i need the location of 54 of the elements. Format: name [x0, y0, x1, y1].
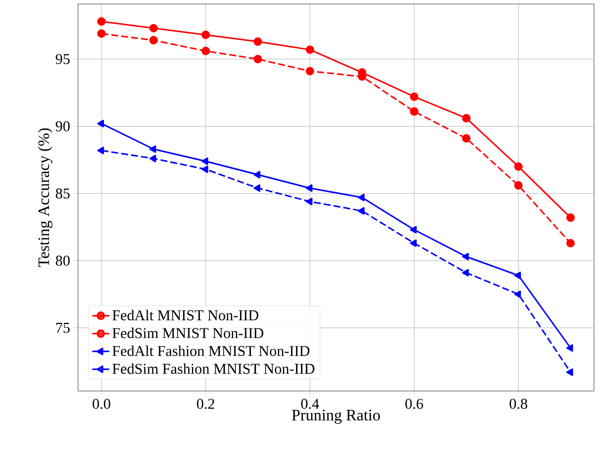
point: [254, 54, 262, 64]
point: [306, 198, 312, 206]
point: [566, 344, 574, 352]
point: [358, 194, 365, 202]
point: [410, 107, 418, 116]
point: [514, 290, 521, 298]
legend-label: FedAlt Fashion MNIST Non-IID: [112, 346, 310, 356]
point: [306, 66, 314, 76]
y-tick-label: 75: [56, 322, 70, 333]
point: [410, 239, 417, 247]
point: [97, 146, 104, 154]
point: [201, 30, 210, 40]
legend-label: FedSim MNIST Non-IID: [112, 328, 264, 338]
x-tick-label: 0.6: [405, 398, 424, 409]
point: [462, 114, 471, 122]
point: [254, 170, 260, 178]
point: [566, 213, 575, 222]
point: [201, 46, 210, 56]
point: [97, 120, 104, 128]
x-tick-label: 0.2: [196, 398, 214, 409]
point: [410, 92, 418, 101]
point: [201, 166, 208, 174]
point: [254, 184, 260, 192]
point: [514, 162, 523, 171]
y-tick-label: 90: [56, 121, 70, 132]
legend-label: FedSim Fashion MNIST Non-IID: [112, 363, 314, 374]
point: [254, 37, 262, 46]
point: [306, 184, 312, 192]
point: [462, 134, 471, 143]
y-tick-label: 80: [56, 256, 70, 266]
point: [462, 268, 469, 277]
point: [566, 238, 575, 248]
point: [306, 45, 314, 54]
point: [149, 154, 156, 162]
point: [97, 29, 106, 38]
y-axis-title: Testing Accuracy (%): [38, 128, 52, 268]
point: [566, 368, 574, 376]
x-axis-title: Pruning Ratio: [292, 410, 380, 424]
x-tick-label: 0.0: [92, 398, 110, 409]
point: [514, 181, 523, 190]
point: [462, 252, 469, 260]
point: [201, 157, 208, 165]
point: [410, 226, 417, 234]
y-tick-label: 85: [56, 188, 70, 199]
y-tick-label: 95: [56, 54, 70, 64]
point: [514, 272, 521, 280]
point: [358, 207, 365, 215]
point: [97, 17, 106, 26]
legend-label: FedAlt MNIST Non-IID: [112, 310, 258, 320]
x-tick-label: 0.4: [301, 398, 320, 409]
x-tick-label: 0.8: [510, 398, 528, 409]
point: [149, 145, 156, 153]
point: [149, 36, 158, 45]
point: [149, 24, 158, 32]
